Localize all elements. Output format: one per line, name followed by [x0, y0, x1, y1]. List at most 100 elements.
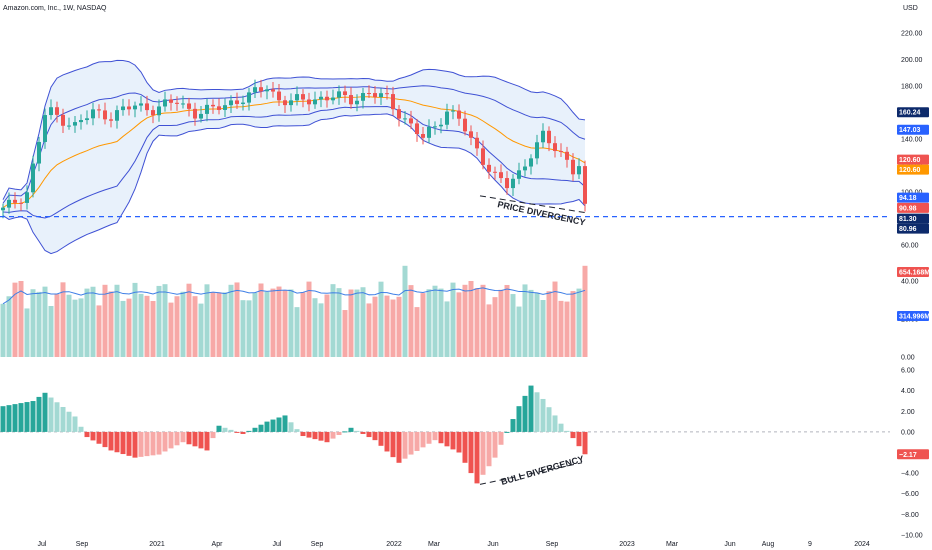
oscillator-tick-label: −6.00	[901, 491, 919, 498]
candle	[529, 158, 533, 167]
candle	[421, 134, 425, 138]
candle	[13, 199, 17, 203]
svg-text:94.18: 94.18	[899, 195, 917, 202]
volume-bar	[84, 288, 90, 357]
oscillator-bar	[102, 431, 108, 448]
volume-bar	[288, 289, 294, 357]
volume-bar	[432, 285, 438, 357]
candle	[121, 106, 125, 111]
volume-bar	[36, 291, 42, 357]
candle	[97, 109, 101, 111]
time-tick-label: 2022	[386, 541, 402, 548]
candle	[331, 97, 335, 101]
volume-bar	[402, 265, 408, 357]
volume-bar	[276, 286, 282, 357]
oscillator-bar	[138, 431, 144, 457]
svg-text:120.60: 120.60	[899, 157, 921, 164]
volume-bar	[120, 300, 126, 357]
oscillator-bar	[462, 431, 468, 463]
oscillator-bar	[450, 431, 456, 450]
time-tick-label: Apr	[212, 541, 224, 548]
candle	[505, 178, 509, 189]
candle	[61, 114, 65, 126]
volume-bar	[342, 310, 348, 357]
oscillator-bar	[318, 431, 324, 441]
volume-bar	[330, 284, 336, 357]
bb-inner-upper-tag: 147.03	[897, 124, 929, 135]
volume-bar	[90, 286, 96, 357]
candle	[367, 93, 371, 95]
candle	[415, 123, 419, 135]
volume-ma-tag: 314.996M	[897, 311, 930, 321]
candle	[307, 99, 311, 105]
volume-bar	[582, 265, 588, 357]
candle	[271, 89, 275, 92]
sma-tag: 120.60	[897, 154, 929, 165]
volume-bar	[306, 281, 312, 357]
oscillator-bar	[60, 407, 66, 432]
oscillator-bar	[390, 431, 396, 458]
candle	[157, 106, 161, 116]
volume-bar	[504, 284, 510, 357]
volume-bar	[102, 284, 108, 357]
oscillator-bar	[582, 431, 588, 455]
candle	[547, 130, 551, 144]
volume-pane	[0, 265, 588, 357]
volume-bar	[162, 284, 168, 357]
volume-bar	[126, 298, 132, 357]
candle	[559, 151, 563, 153]
candle	[313, 99, 317, 105]
bull-divergency-label: BULL DIVERGENCY	[500, 454, 585, 487]
oscillator-bar	[570, 431, 576, 439]
volume-bar	[450, 282, 456, 357]
oscillator-bar	[30, 401, 36, 432]
candle	[217, 106, 221, 110]
oscillator-bar	[246, 430, 252, 432]
volume-bar	[6, 296, 12, 357]
candle	[1, 207, 5, 211]
candle	[169, 99, 173, 103]
bb-lower-tag: 80.96	[897, 223, 929, 234]
oscillator-bar	[354, 430, 360, 432]
volume-bar	[246, 300, 252, 357]
svg-text:−2.17: −2.17	[899, 452, 917, 459]
candle	[85, 118, 89, 121]
oscillator-bar	[516, 406, 522, 432]
candle	[289, 100, 293, 106]
candle	[493, 171, 497, 173]
volume-bar	[24, 308, 30, 357]
oscillator-bar	[156, 431, 162, 455]
oscillator-bar	[78, 426, 84, 432]
oscillator-bar	[72, 416, 78, 432]
oscillator-bar	[264, 421, 270, 432]
svg-text:80.96: 80.96	[899, 226, 917, 233]
time-tick-label: Jul	[273, 541, 282, 548]
sma-line	[2, 96, 586, 209]
candle	[43, 115, 47, 142]
oscillator-bar	[294, 429, 300, 432]
oscillator-bar	[0, 406, 6, 432]
volume-bar	[336, 288, 342, 357]
volume-bar	[216, 292, 222, 357]
svg-text:90.98: 90.98	[899, 205, 917, 212]
volume-tick-label: 0.00	[901, 355, 915, 362]
price-axis[interactable]: 60.0080.00100.00120.00140.00160.00180.00…	[901, 31, 923, 540]
candle	[523, 166, 527, 171]
volume-bar	[486, 304, 492, 357]
volume-bar	[546, 291, 552, 357]
candle	[409, 118, 413, 124]
oscillator-bar	[66, 411, 72, 432]
volume-bar	[78, 298, 84, 357]
volume-ma-line	[2, 287, 586, 305]
candle	[193, 108, 197, 119]
candle	[571, 159, 575, 175]
candle	[223, 105, 227, 110]
volume-bar	[144, 295, 150, 357]
time-tick-label: Sep	[311, 541, 324, 548]
volume-bar	[18, 281, 24, 357]
time-axis[interactable]: Jul Sep 2021 Apr Jul Sep 2022 Mar Jun Sep 2023 Mar J…	[38, 541, 870, 548]
volume-bar	[294, 307, 300, 357]
candle	[373, 93, 377, 98]
time-tick-label: Mar	[428, 541, 441, 548]
